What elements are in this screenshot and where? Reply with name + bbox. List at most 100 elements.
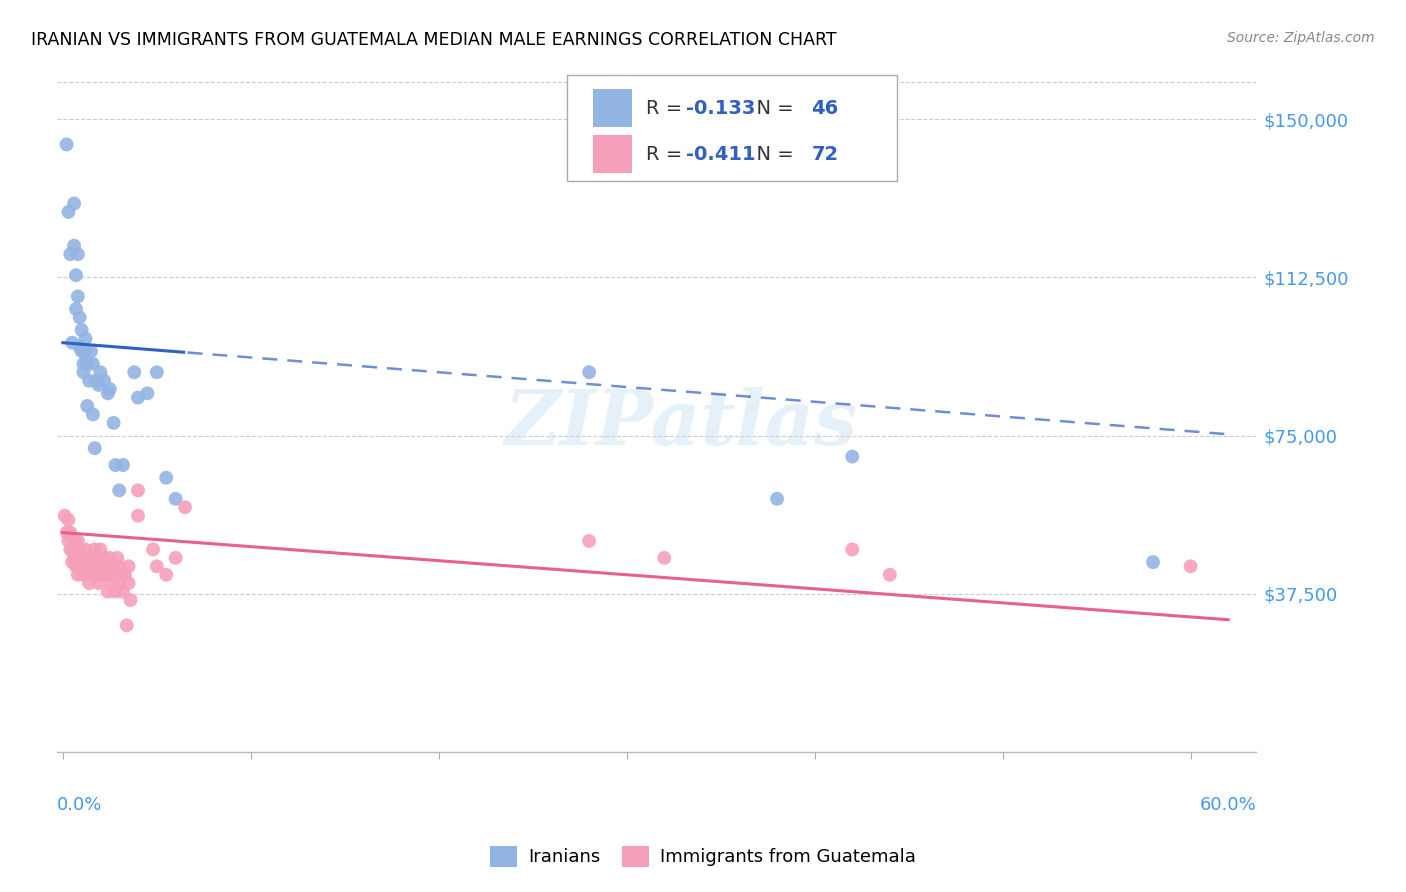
Point bbox=[86, 567, 108, 582]
Text: 46: 46 bbox=[811, 98, 839, 118]
Point bbox=[104, 584, 127, 599]
Y-axis label: Median Male Earnings: Median Male Earnings bbox=[0, 319, 8, 501]
Point bbox=[93, 374, 115, 388]
Point bbox=[97, 386, 120, 401]
Point bbox=[80, 344, 103, 359]
Text: -0.411: -0.411 bbox=[686, 145, 755, 163]
Point bbox=[86, 374, 108, 388]
Point bbox=[83, 441, 105, 455]
Point bbox=[104, 567, 127, 582]
Point bbox=[58, 513, 80, 527]
Point bbox=[72, 555, 94, 569]
Text: N =: N = bbox=[744, 145, 800, 163]
Point bbox=[100, 576, 122, 591]
Point bbox=[146, 559, 169, 574]
Point bbox=[69, 310, 91, 325]
Point bbox=[127, 391, 149, 405]
Point bbox=[65, 301, 87, 316]
Point bbox=[117, 576, 139, 591]
Point bbox=[146, 365, 169, 379]
Point bbox=[652, 550, 675, 565]
Text: R =: R = bbox=[645, 98, 689, 118]
Point bbox=[59, 542, 82, 557]
Point bbox=[174, 500, 197, 515]
Text: Source: ZipAtlas.com: Source: ZipAtlas.com bbox=[1227, 31, 1375, 45]
Point bbox=[76, 555, 98, 569]
Point bbox=[69, 555, 91, 569]
Point bbox=[65, 268, 87, 283]
Point bbox=[87, 559, 110, 574]
Point bbox=[70, 559, 93, 574]
Point bbox=[63, 238, 86, 252]
Point bbox=[76, 399, 98, 413]
Point bbox=[72, 357, 94, 371]
Point bbox=[165, 491, 187, 506]
Point bbox=[98, 567, 121, 582]
Point bbox=[115, 618, 138, 632]
Text: IRANIAN VS IMMIGRANTS FROM GUATEMALA MEDIAN MALE EARNINGS CORRELATION CHART: IRANIAN VS IMMIGRANTS FROM GUATEMALA MED… bbox=[31, 31, 837, 49]
Point bbox=[87, 576, 110, 591]
Point bbox=[98, 550, 121, 565]
Point bbox=[108, 559, 131, 574]
Point bbox=[66, 550, 89, 565]
Text: -0.133: -0.133 bbox=[686, 98, 755, 118]
Point bbox=[77, 550, 100, 565]
Point bbox=[103, 416, 125, 430]
Point bbox=[87, 378, 110, 392]
Point bbox=[69, 340, 91, 354]
Point bbox=[77, 374, 100, 388]
Text: 0.0%: 0.0% bbox=[58, 797, 103, 814]
Point bbox=[105, 550, 128, 565]
Point bbox=[58, 205, 80, 219]
Point bbox=[841, 542, 863, 557]
Point bbox=[63, 196, 86, 211]
Text: R =: R = bbox=[645, 145, 689, 163]
Point bbox=[93, 567, 115, 582]
Point bbox=[89, 559, 111, 574]
Point bbox=[165, 550, 187, 565]
Point bbox=[75, 331, 97, 345]
Text: 72: 72 bbox=[811, 145, 838, 163]
Point bbox=[82, 567, 104, 582]
Point bbox=[77, 576, 100, 591]
Point bbox=[70, 550, 93, 565]
Point bbox=[1142, 555, 1164, 569]
Point bbox=[108, 483, 131, 498]
Point bbox=[111, 584, 134, 599]
Point bbox=[58, 533, 80, 548]
Point bbox=[53, 508, 76, 523]
Point bbox=[136, 386, 159, 401]
Point bbox=[55, 137, 77, 152]
Point bbox=[83, 559, 105, 574]
Text: 60.0%: 60.0% bbox=[1199, 797, 1257, 814]
Point bbox=[841, 450, 863, 464]
Point bbox=[60, 335, 83, 350]
Point bbox=[766, 491, 789, 506]
Point bbox=[63, 533, 86, 548]
Point bbox=[127, 508, 149, 523]
Point bbox=[72, 365, 94, 379]
Point bbox=[65, 542, 87, 557]
Point bbox=[70, 323, 93, 337]
Point bbox=[80, 559, 103, 574]
Point bbox=[110, 567, 132, 582]
Point bbox=[75, 542, 97, 557]
Point bbox=[60, 555, 83, 569]
Point bbox=[59, 525, 82, 540]
Point bbox=[76, 357, 98, 371]
Point bbox=[155, 567, 177, 582]
Point bbox=[66, 289, 89, 303]
Point bbox=[94, 559, 117, 574]
Point bbox=[82, 408, 104, 422]
Point bbox=[60, 542, 83, 557]
Text: ZIPatlas: ZIPatlas bbox=[505, 387, 858, 461]
Point bbox=[578, 533, 600, 548]
Point bbox=[142, 542, 165, 557]
Point bbox=[72, 344, 94, 359]
Point bbox=[879, 567, 901, 582]
Point bbox=[65, 559, 87, 574]
Point bbox=[75, 344, 97, 359]
Point bbox=[97, 584, 120, 599]
FancyBboxPatch shape bbox=[567, 75, 897, 181]
Point bbox=[98, 382, 121, 396]
